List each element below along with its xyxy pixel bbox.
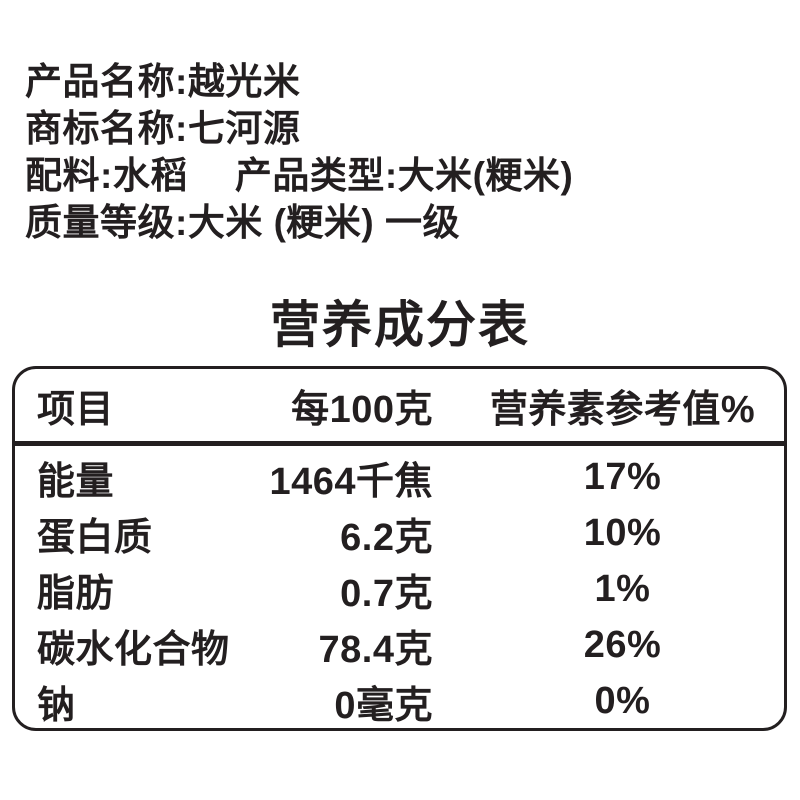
nutrition-table: 项目 每100克 营养素参考值% 能量 1464千焦 17% 蛋白质 6.2克 … bbox=[12, 366, 787, 731]
cell-item: 蛋白质 bbox=[37, 516, 153, 559]
table-body: 能量 1464千焦 17% 蛋白质 6.2克 10% 脂肪 0.7克 1% 碳水… bbox=[15, 446, 784, 728]
table-row: 蛋白质 6.2克 10% bbox=[15, 505, 784, 561]
cell-nrv: 17% bbox=[583, 455, 662, 498]
cell-item: 钠 bbox=[37, 684, 76, 727]
cell-amount: 0毫克 bbox=[334, 684, 433, 727]
product-info-block: 产品名称:越光米 商标名称:七河源 配料:水稻 产品类型:大米(粳米) 质量等级… bbox=[25, 58, 573, 246]
cell-item: 碳水化合物 bbox=[37, 628, 230, 671]
ingredients-text: 配料:水稻 bbox=[25, 155, 188, 196]
column-header-per100g: 每100克 bbox=[291, 388, 433, 431]
cell-nrv: 1% bbox=[594, 567, 651, 610]
cell-amount: 1464千焦 bbox=[269, 460, 433, 503]
cell-item: 脂肪 bbox=[37, 572, 115, 615]
cell-amount: 0.7克 bbox=[340, 572, 433, 615]
cell-nrv: 26% bbox=[583, 623, 662, 666]
product-name-text: 产品名称:越光米 bbox=[25, 61, 301, 102]
table-row: 脂肪 0.7克 1% bbox=[15, 561, 784, 617]
product-name-line: 产品名称:越光米 bbox=[25, 58, 573, 105]
cell-amount: 6.2克 bbox=[340, 516, 433, 559]
table-header-row: 项目 每100克 营养素参考值% bbox=[15, 369, 784, 446]
quality-grade-text: 质量等级:大米 (粳米) 一级 bbox=[25, 202, 461, 243]
cell-amount: 78.4克 bbox=[318, 628, 433, 671]
quality-grade-line: 质量等级:大米 (粳米) 一级 bbox=[25, 199, 573, 246]
table-row: 能量 1464千焦 17% bbox=[15, 449, 784, 505]
cell-nrv: 10% bbox=[583, 511, 662, 554]
nutrition-table-title: 营养成分表 bbox=[270, 297, 530, 353]
table-row: 钠 0毫克 0% bbox=[15, 673, 784, 728]
column-header-nrv: 营养素参考值% bbox=[489, 388, 756, 431]
cell-nrv: 0% bbox=[594, 679, 651, 722]
brand-name-text: 商标名称:七河源 bbox=[25, 108, 301, 149]
brand-name-line: 商标名称:七河源 bbox=[25, 105, 573, 152]
cell-item: 能量 bbox=[37, 460, 115, 503]
column-header-item: 项目 bbox=[37, 388, 115, 431]
ingredients-type-line: 配料:水稻 产品类型:大米(粳米) bbox=[25, 152, 573, 199]
table-row: 碳水化合物 78.4克 26% bbox=[15, 617, 784, 673]
product-type-text: 产品类型:大米(粳米) bbox=[234, 155, 574, 196]
